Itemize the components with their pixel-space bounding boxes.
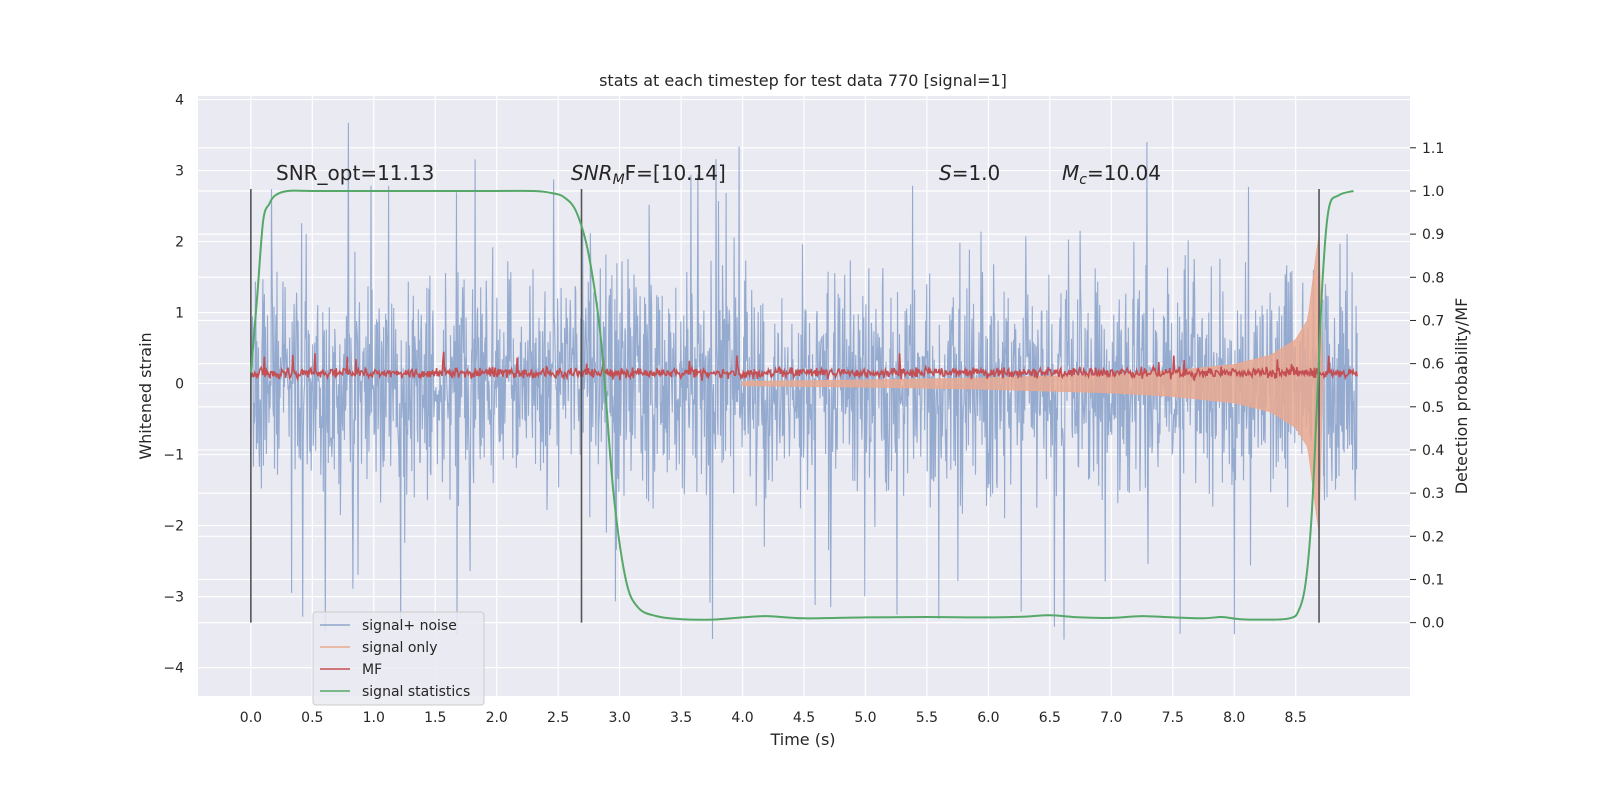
y-left-tick-label: −1 [163,448,184,464]
y-right-tick-label: 0.0 [1422,616,1444,632]
annotation-snr-mf: SNRMF=[10.14] [571,161,726,188]
annotation-s: S=1.0 [939,161,1000,185]
annotation-snr-mf-subscript: M [613,172,625,188]
annotation-mc-value: =10.04 [1087,161,1161,185]
y-right-tick-label: 0.1 [1422,572,1444,588]
x-tick-label: 6.5 [1039,710,1061,726]
y-right-tick-label: 0.8 [1422,270,1444,286]
signal-noise-line [250,122,1358,640]
x-axis-label: Time (s) [769,730,835,749]
signal-only-band [742,235,1324,532]
x-tick-label: 3.5 [670,710,692,726]
annotation-snr-mf-symbol: SNR [571,161,613,185]
y-right-tick-label: 0.4 [1422,443,1444,459]
x-tick-label: 4.0 [731,710,753,726]
x-tick-label: 8.5 [1285,710,1307,726]
legend-label-signal-noise: signal+ noise [362,618,457,634]
x-tick-label: 7.0 [1100,710,1122,726]
chart-title: stats at each timestep for test data 770… [599,71,1007,90]
x-tick-label: 3.0 [608,710,630,726]
y-right-tick-label: 0.2 [1422,529,1444,545]
y-left-tick-label: −2 [163,519,184,535]
x-tick-label: 2.0 [486,710,508,726]
x-tick-labels: 0.0 0.5 1.0 1.5 2.0 2.5 3.0 3.5 4.0 4.5 5.0 5.5 6.0 6… [240,710,1307,726]
x-tick-label: 5.5 [916,710,938,726]
y-left-tick-label: 2 [175,235,184,251]
x-tick-label: 0.5 [301,710,323,726]
annotation-s-symbol: S [939,161,952,185]
annotation-mc: Mc=10.04 [1062,161,1161,188]
y-right-tick-label: 0.9 [1422,227,1444,243]
legend-label-signal-only: signal only [362,640,437,656]
x-tick-label: 1.0 [363,710,385,726]
y-right-tick-label: 1.0 [1422,184,1444,200]
series-signal-only [742,235,1324,532]
legend: signal+ noise signal only MF signal stat… [312,611,485,706]
y-left-tick-labels: 4 3 2 1 0 −1 −2 −3 −4 [163,93,184,677]
y-left-tick-label: 3 [175,164,184,180]
y-right-tick-label: 1.1 [1422,141,1444,157]
y-right-tick-label: 0.7 [1422,313,1444,329]
y-right-tick-label: 0.5 [1422,400,1444,416]
series-mf [250,351,1358,382]
y-axis-label-right: Detection probability/MF [1452,298,1471,495]
x-tick-label: 8.0 [1223,710,1245,726]
legend-label-mf: MF [362,662,382,678]
signal-statistics-line [249,189,1354,621]
mf-line [250,351,1358,382]
x-tick-label: 4.5 [793,710,815,726]
x-tick-label: 1.5 [424,710,446,726]
legend-label-signal-statistics: signal statistics [362,684,470,700]
y-right-tick-labels: 1.1 1.0 0.9 0.8 0.7 0.6 0.5 0.4 0.3 0.2 0.1 0.0 [1410,141,1444,632]
series-signal-noise [250,122,1358,640]
series-signal-statistics [249,189,1354,621]
annotation-snr-mf-value: F=[10.14] [625,161,726,185]
vertical-markers [250,188,1320,623]
annotation-mc-subscript: c [1079,172,1087,188]
x-tick-label: 5.0 [854,710,876,726]
x-tick-label: 0.0 [240,710,262,726]
y-left-tick-label: 4 [175,93,184,109]
annotation-s-value: =1.0 [952,161,1001,185]
y-right-tick-label: 0.6 [1422,357,1444,373]
y-left-tick-label: −4 [163,661,184,677]
x-tick-label: 6.0 [977,710,999,726]
y-left-tick-label: 0 [175,377,184,393]
y-right-tick-label: 0.3 [1422,486,1444,502]
y-left-tick-label: −3 [163,590,184,606]
x-tick-label: 2.5 [547,710,569,726]
x-tick-label: 7.5 [1162,710,1184,726]
y-left-tick-label: 1 [175,306,184,322]
annotation-mc-symbol: M [1062,161,1079,185]
y-axis-label-left: Whitened strain [136,332,155,459]
legend-box [312,611,485,706]
annotation-snr-opt: SNR_opt=11.13 [276,161,434,185]
